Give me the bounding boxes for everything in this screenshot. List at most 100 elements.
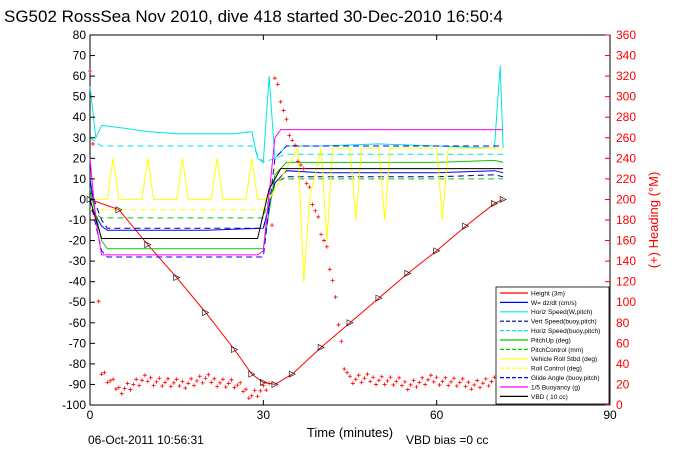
heading-marker-16 xyxy=(134,377,139,382)
series-group xyxy=(86,65,507,388)
heading-marker-119 xyxy=(431,379,436,384)
series-line-11 xyxy=(89,168,504,239)
right-tick-label-7: 140 xyxy=(616,254,636,268)
heading-marker-4 xyxy=(99,372,104,377)
heading-marker-42 xyxy=(209,380,214,385)
heading-marker-126 xyxy=(452,376,456,381)
height-marker-4 xyxy=(202,309,210,316)
heading-marker-11 xyxy=(119,391,124,396)
heading-marker-102 xyxy=(382,382,387,387)
heading-marker-139 xyxy=(489,379,494,384)
heading-marker-34 xyxy=(186,381,191,386)
heading-marker-96 xyxy=(365,372,370,377)
heading-marker-84 xyxy=(330,278,335,283)
height-marker-11 xyxy=(346,319,354,327)
heading-marker-128 xyxy=(457,380,462,385)
heading-marker-135 xyxy=(478,385,482,390)
heading-marker-130 xyxy=(463,384,468,389)
series-line-2 xyxy=(89,65,504,164)
heading-marker-131 xyxy=(466,380,471,385)
heading-marker-25 xyxy=(160,383,165,388)
heading-marker-3 xyxy=(96,299,101,304)
right-tick-label-0: 0 xyxy=(616,398,623,412)
heading-marker-1 xyxy=(90,141,95,146)
heading-marker-86 xyxy=(336,322,341,327)
heading-marker-81 xyxy=(322,238,326,243)
heading-marker-76 xyxy=(307,185,312,190)
heading-marker-71 xyxy=(293,143,298,148)
x-tick-label-0: 0 xyxy=(87,408,94,422)
heading-marker-15 xyxy=(131,382,136,387)
heading-marker-138 xyxy=(486,383,491,388)
heading-marker-103 xyxy=(385,378,390,383)
heading-marker-79 xyxy=(316,214,321,219)
legend-label-6: PitchControl (mm) xyxy=(531,347,583,354)
heading-marker-90 xyxy=(348,374,352,379)
heading-marker-72 xyxy=(296,159,300,164)
legend-label-10: 1/5 Buoyancy (g) xyxy=(531,384,580,391)
heading-marker-23 xyxy=(154,379,159,384)
series-line-7 xyxy=(90,146,504,282)
heading-marker-115 xyxy=(420,375,425,380)
chart-title: SG502 RossSea Nov 2010, dive 418 started… xyxy=(4,7,503,26)
right-tick-label-17: 340 xyxy=(616,49,636,63)
right-tick-label-15: 300 xyxy=(616,90,636,104)
series-line-10 xyxy=(89,129,504,256)
right-tick-label-3: 60 xyxy=(616,336,630,350)
height-marker-10 xyxy=(317,343,325,351)
right-tick-label-16: 320 xyxy=(616,69,636,83)
height-marker-16 xyxy=(491,200,499,208)
right-tick-label-9: 180 xyxy=(616,213,636,227)
x-axis-label: Time (minutes) xyxy=(307,425,393,440)
legend-label-7: Vehicle Roll Stbd (deg) xyxy=(531,356,597,363)
heading-marker-114 xyxy=(417,380,422,385)
x-tick-label-2: 60 xyxy=(430,408,444,422)
heading-marker-133 xyxy=(472,382,477,387)
heading-marker-7 xyxy=(108,378,113,383)
heading-marker-61 xyxy=(264,388,269,393)
right-tick-label-6: 120 xyxy=(616,275,636,289)
heading-marker-67 xyxy=(281,108,286,113)
heading-marker-87 xyxy=(339,339,344,344)
heading-marker-10 xyxy=(116,385,121,390)
series-line-8 xyxy=(90,168,504,211)
heading-marker-19 xyxy=(142,373,147,378)
heading-marker-46 xyxy=(220,377,225,382)
heading-marker-26 xyxy=(163,380,168,385)
right-tick-label-4: 80 xyxy=(616,316,630,330)
height-marker-13 xyxy=(404,269,412,277)
y-tick-label-12: 20 xyxy=(73,151,87,165)
heading-marker-52 xyxy=(238,380,243,385)
y-tick-label-1: -90 xyxy=(69,377,87,391)
heading-marker-88 xyxy=(342,367,347,372)
heading-marker-43 xyxy=(212,376,217,381)
heading-markers xyxy=(88,68,503,401)
heading-marker-38 xyxy=(197,374,202,379)
heading-marker-36 xyxy=(192,383,196,388)
heading-marker-100 xyxy=(376,378,381,383)
heading-marker-64 xyxy=(272,76,277,81)
heading-marker-106 xyxy=(394,379,399,384)
x-tick-label-1: 30 xyxy=(257,408,271,422)
heading-marker-35 xyxy=(189,376,194,381)
legend-label-8: Roll Control (deg) xyxy=(531,366,582,373)
height-marker-17 xyxy=(499,195,507,203)
height-marker-9 xyxy=(288,370,296,378)
heading-marker-93 xyxy=(356,373,361,378)
right-tick-label-12: 240 xyxy=(616,151,636,165)
heading-marker-101 xyxy=(379,374,384,379)
series-line-0 xyxy=(89,198,504,385)
heading-marker-51 xyxy=(235,383,240,388)
heading-marker-31 xyxy=(177,383,182,388)
legend-label-0: Height (3m) xyxy=(531,290,565,297)
right-tick-label-11: 220 xyxy=(616,172,636,186)
heading-marker-5 xyxy=(102,370,107,375)
heading-marker-98 xyxy=(371,375,376,380)
right-tick-label-1: 20 xyxy=(616,377,630,391)
heading-marker-94 xyxy=(359,380,364,385)
heading-marker-117 xyxy=(426,377,430,382)
heading-marker-68 xyxy=(284,117,289,122)
height-marker-5 xyxy=(231,346,239,353)
heading-marker-37 xyxy=(194,378,199,383)
heading-marker-127 xyxy=(454,383,459,388)
